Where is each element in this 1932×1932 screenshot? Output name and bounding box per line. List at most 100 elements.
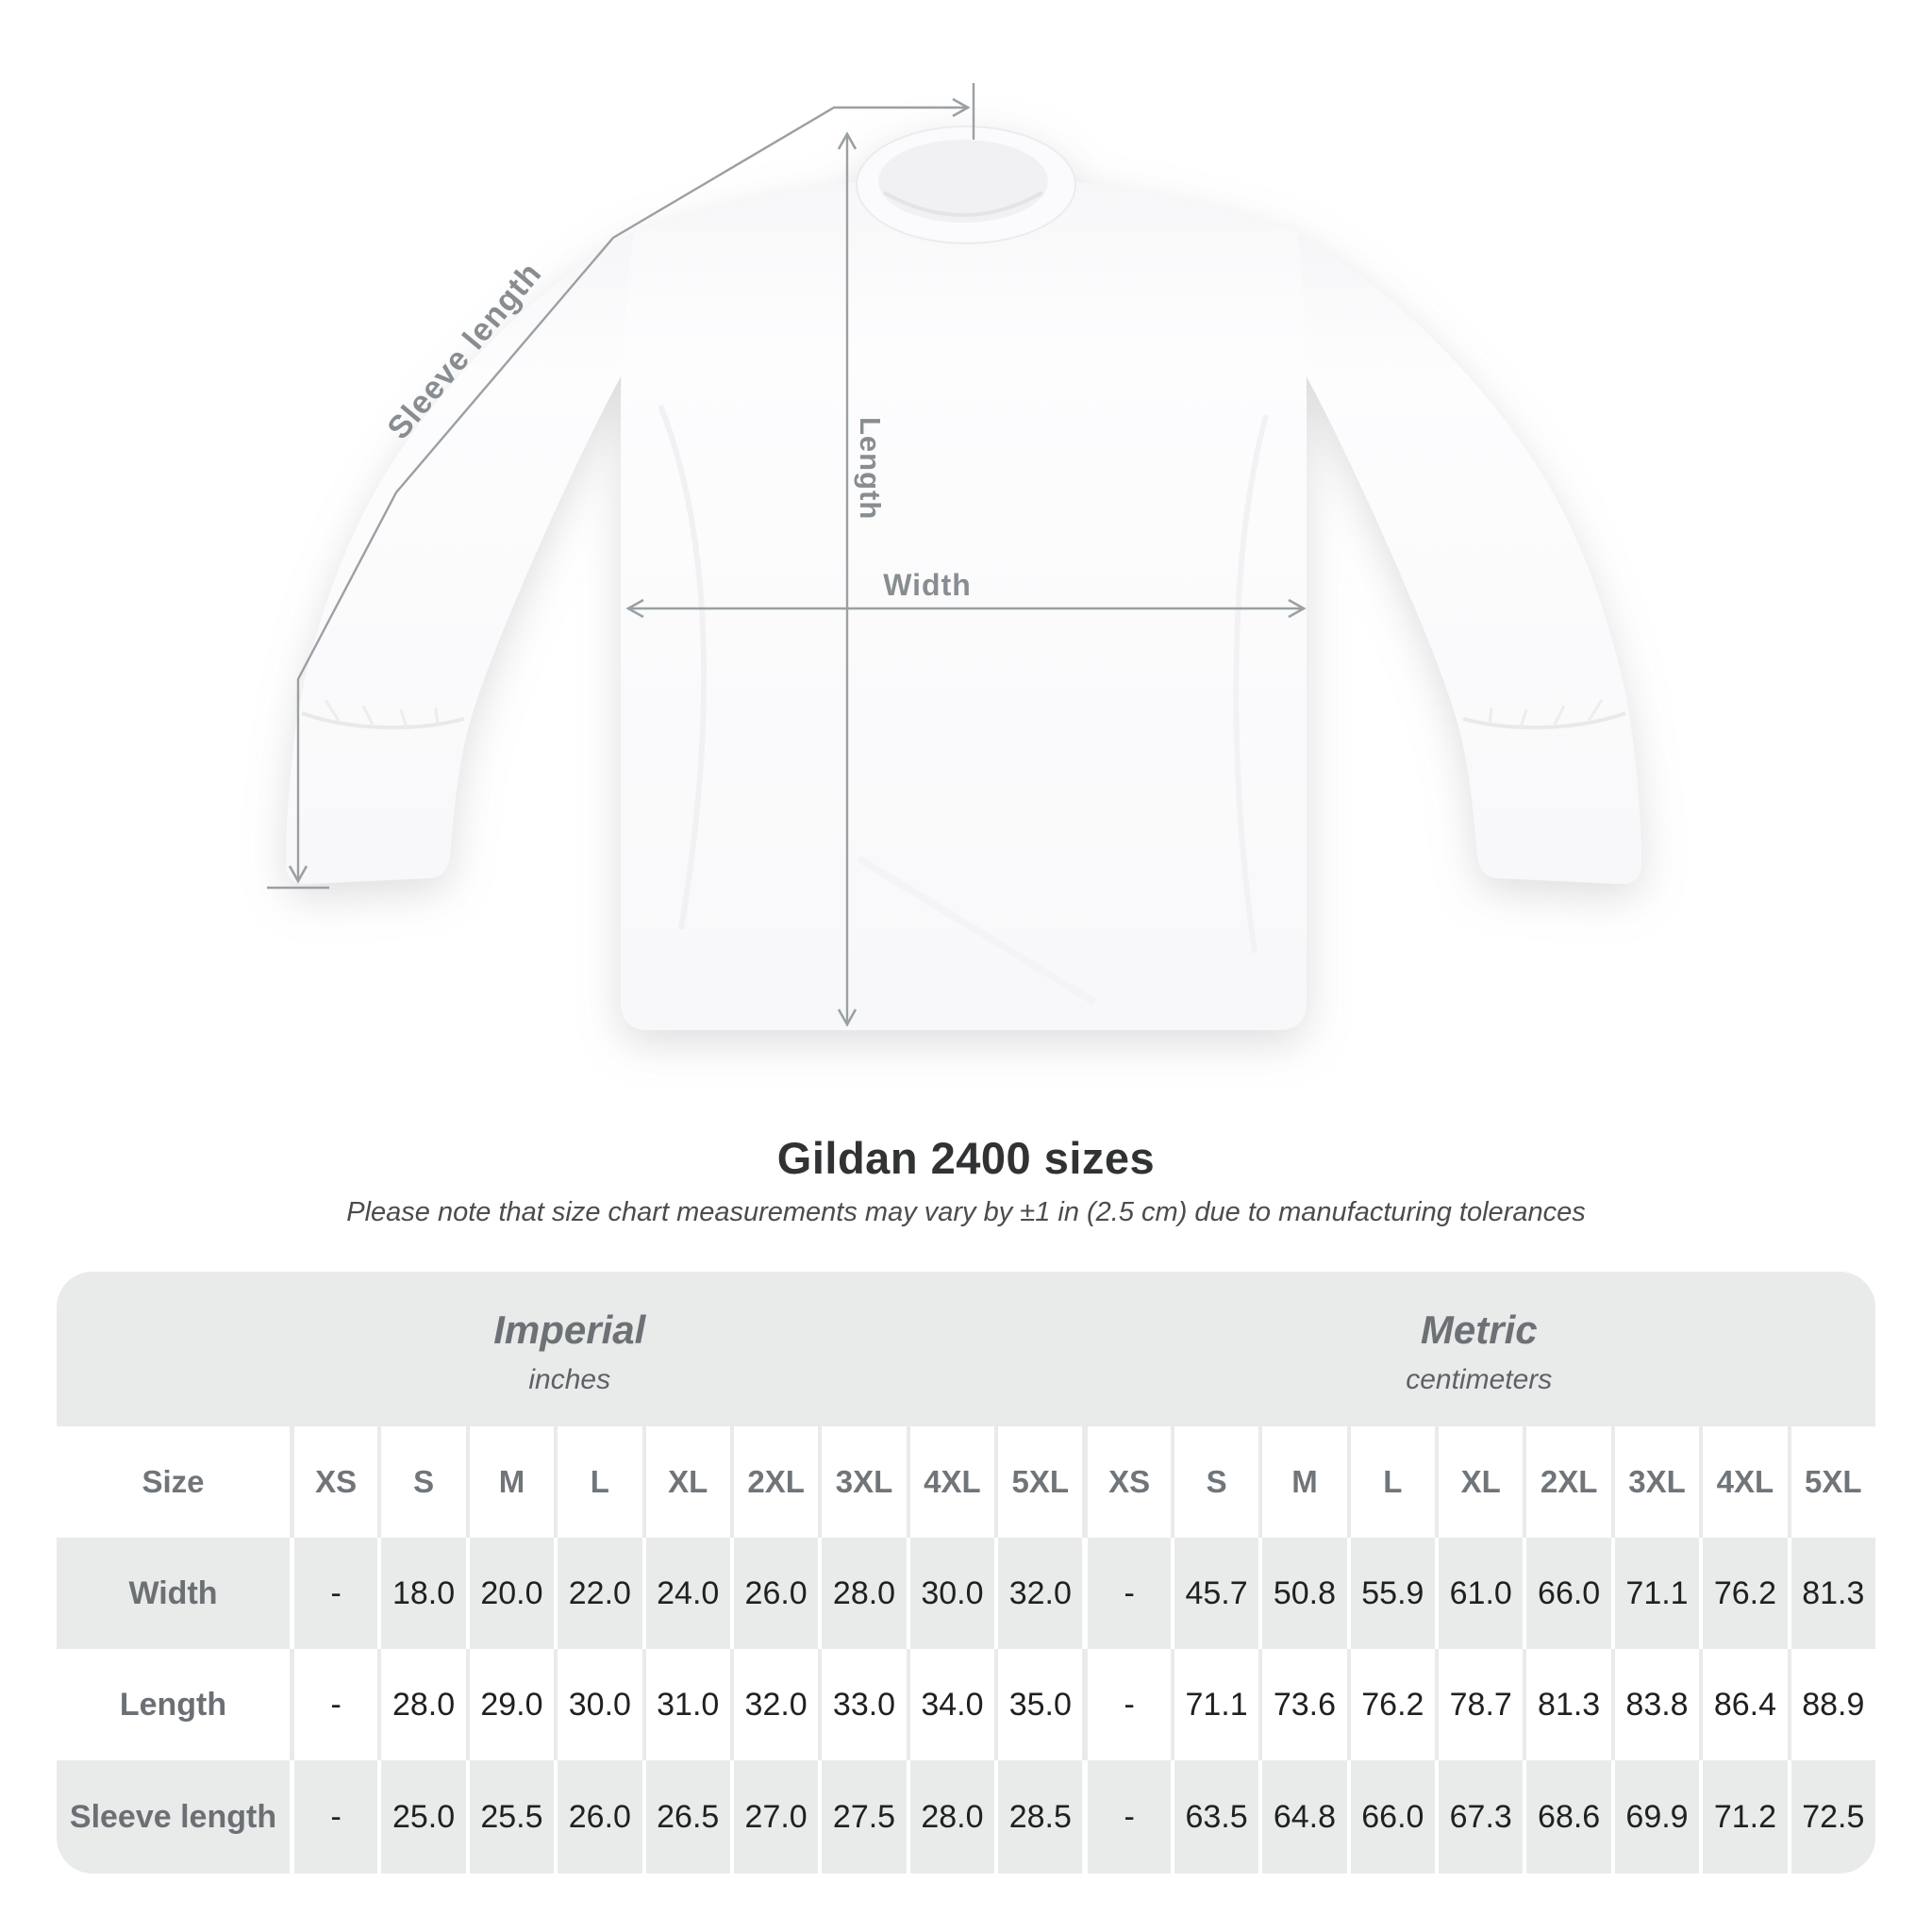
width-cell-9: 32.0 [994,1538,1082,1649]
length-text-2: 28.0 [391,1686,456,1723]
size-header-text-10: XS [1108,1464,1151,1499]
sleeve-length-cell-4: 26.0 [554,1760,641,1874]
sleeve-length-cell-9: 28.5 [994,1760,1082,1874]
width-cell-13: 55.9 [1346,1538,1435,1649]
length-text-6: 32.0 [744,1686,808,1723]
sleeve-length-text-13: 66.0 [1361,1798,1424,1835]
width-cell-4: 22.0 [554,1538,641,1649]
length-text-14: 78.7 [1449,1686,1512,1723]
size-header-text-1: XS [315,1464,358,1499]
width-text-15: 66.0 [1538,1574,1601,1611]
size-header-text-5: XL [668,1464,708,1499]
width-cell-17: 76.2 [1699,1538,1787,1649]
length-text-16: 83.8 [1625,1686,1689,1723]
sleeve-length-text-9: 28.5 [1008,1798,1072,1835]
length-text-11: 71.1 [1185,1686,1248,1723]
width-text-17: 76.2 [1713,1574,1776,1611]
length-cell-0: Length [57,1649,290,1760]
sleeve-length-cell-2: 25.0 [377,1760,465,1874]
width-cell-14: 61.0 [1435,1538,1523,1649]
size-header-cell-8: 4XL [906,1426,995,1538]
size-header-text-11: S [1206,1464,1227,1499]
size-header-cell-3: M [465,1426,555,1538]
length-text-3: 29.0 [480,1686,543,1723]
length-text-10: - [1124,1686,1135,1723]
imperial-section-header: Imperial inches [57,1272,1083,1426]
width-cell-11: 45.7 [1170,1538,1258,1649]
length-text-12: 73.6 [1273,1686,1337,1723]
size-header-text-13: L [1383,1464,1403,1499]
sleeve-length-text-16: 69.9 [1625,1798,1689,1835]
sleeve-length-cell-11: 63.5 [1170,1760,1258,1874]
size-header-cell-17: 4XL [1699,1426,1788,1538]
size-header-text-12: M [1291,1464,1318,1499]
sleeve-length-text-11: 63.5 [1185,1798,1248,1835]
metric-section-header: Metric centimeters [1083,1272,1876,1426]
length-text-5: 31.0 [657,1686,720,1723]
size-header-text-0: Size [142,1464,205,1499]
length-text-9: 35.0 [1008,1686,1072,1723]
size-header-cell-12: M [1258,1426,1347,1538]
width-text-12: 50.8 [1273,1574,1337,1611]
size-header-cell-16: 3XL [1610,1426,1700,1538]
length-cell-18: 88.9 [1787,1649,1875,1760]
sleeve-length-text-8: 28.0 [921,1798,984,1835]
sleeve-length-text-12: 64.8 [1273,1798,1337,1835]
size-header-text-8: 4XL [924,1464,981,1499]
length-cell-12: 73.6 [1258,1649,1347,1760]
sleeve-length-text-5: 26.5 [657,1798,720,1835]
length-text-4: 30.0 [568,1686,631,1723]
length-cell-16: 83.8 [1610,1649,1700,1760]
size-header-cell-4: L [554,1426,642,1538]
width-text-10: - [1124,1574,1135,1611]
width-text-16: 71.1 [1625,1574,1689,1611]
width-cell-15: 66.0 [1523,1538,1610,1649]
width-cell-1: - [290,1538,377,1649]
length-cell-17: 86.4 [1699,1649,1788,1760]
measurement-annotations [267,83,1307,1027]
sleeve-length-cell-14: 67.3 [1435,1760,1523,1874]
right-cuff-seam [1462,711,1626,730]
sleeve-length-text-15: 68.6 [1538,1798,1601,1835]
imperial-section-unit: inches [528,1364,611,1395]
length-text-13: 76.2 [1361,1686,1424,1723]
sleeve-length-text-10: - [1124,1798,1135,1835]
sleeve-length-cell-6: 27.0 [729,1760,818,1874]
size-header-cell-6: 2XL [729,1426,819,1538]
length-cell-10: - [1082,1649,1171,1760]
length-cell-3: 29.0 [465,1649,555,1760]
length-cell-7: 33.0 [818,1649,907,1760]
length-text-17: 86.4 [1713,1686,1776,1723]
table-units-row: Imperial inches Metric centimeters [57,1272,1875,1426]
width-cell-6: 26.0 [729,1538,818,1649]
width-text-8: 30.0 [921,1574,984,1611]
sleeve-length-text-14: 67.3 [1449,1798,1512,1835]
sleeve-length-text-1: - [330,1798,341,1835]
size-header-text-7: 3XL [835,1464,893,1499]
length-cell-6: 32.0 [729,1649,819,1760]
tolerance-note: Please note that size chart measurements… [346,1197,1586,1227]
size-header-text-17: 4XL [1716,1464,1774,1499]
sleeve-length-text-7: 27.5 [832,1798,896,1835]
size-header-cell-1: XS [290,1426,378,1538]
size-header-text-3: M [498,1464,525,1499]
width-cell-2: 18.0 [377,1538,465,1649]
shirt-diagram: Sleeve length Length Width [267,83,1641,1030]
width-text-14: 61.0 [1449,1574,1512,1611]
size-header-text-4: L [590,1464,609,1499]
size-header-text-14: XL [1460,1464,1501,1499]
sleeve-length-cell-10: - [1082,1760,1170,1874]
length-text-7: 33.0 [832,1686,896,1723]
width-text-4: 22.0 [568,1574,631,1611]
sleeve-length-cell-8: 28.0 [906,1760,994,1874]
sleeve-length-cell-13: 66.0 [1346,1760,1435,1874]
width-text-6: 26.0 [744,1574,808,1611]
table-body: Size XS S M L XL 2XL 3XL 4XL 5XL XS S M L XL 2XL 3XL 4XL 5… [57,1426,1875,1874]
width-cell-0: Width [57,1538,290,1649]
length-text-18: 88.9 [1802,1686,1865,1723]
length-cell-5: 31.0 [641,1649,730,1760]
sleeve-length-text-4: 26.0 [568,1798,631,1835]
length-cell-4: 30.0 [554,1649,642,1760]
sleeve-length-cell-0: Sleeve length [57,1760,290,1874]
length-cell-14: 78.7 [1435,1649,1524,1760]
